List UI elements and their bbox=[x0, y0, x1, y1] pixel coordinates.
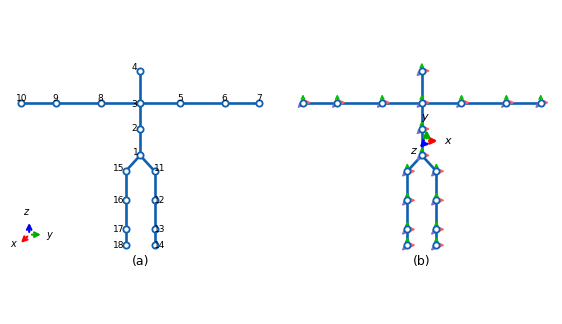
Text: 10: 10 bbox=[16, 94, 27, 103]
Text: $y$: $y$ bbox=[47, 230, 55, 242]
Text: $x$: $x$ bbox=[10, 239, 19, 249]
Text: 16: 16 bbox=[112, 196, 124, 205]
Text: 2: 2 bbox=[132, 124, 137, 133]
Text: 14: 14 bbox=[154, 241, 165, 250]
Text: 1: 1 bbox=[133, 148, 138, 157]
Text: 8: 8 bbox=[98, 94, 103, 103]
Text: 15: 15 bbox=[112, 164, 124, 173]
Text: 18: 18 bbox=[112, 241, 124, 250]
Text: $y$: $y$ bbox=[421, 112, 430, 124]
Text: 7: 7 bbox=[256, 94, 262, 103]
Text: 5: 5 bbox=[177, 94, 183, 103]
Text: 4: 4 bbox=[132, 63, 137, 72]
Text: 11: 11 bbox=[153, 164, 165, 173]
Text: $z$: $z$ bbox=[410, 146, 419, 156]
Text: (b): (b) bbox=[413, 255, 430, 268]
Text: 3: 3 bbox=[132, 100, 137, 109]
Text: 17: 17 bbox=[112, 225, 124, 234]
Text: 9: 9 bbox=[53, 94, 58, 103]
Text: 6: 6 bbox=[222, 94, 228, 103]
Text: 13: 13 bbox=[153, 225, 165, 234]
Text: $z$: $z$ bbox=[24, 207, 31, 217]
Text: (a): (a) bbox=[132, 255, 149, 268]
Text: 12: 12 bbox=[154, 196, 165, 205]
Text: $x$: $x$ bbox=[443, 136, 452, 146]
